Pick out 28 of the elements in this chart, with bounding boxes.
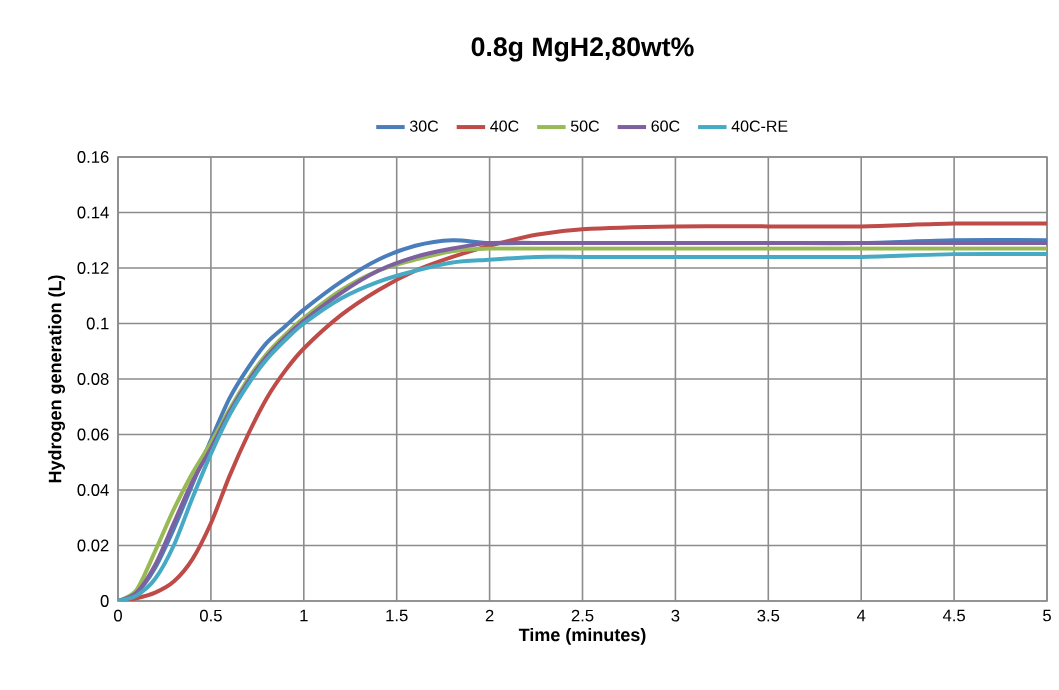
x-tick-label: 3.5 [757,609,780,622]
x-tick-label: 2.5 [571,609,594,622]
y-tick-label: 0.02 [77,539,109,552]
x-tick-label: 3 [671,609,680,622]
x-tick-label: 0.5 [199,609,222,622]
x-tick-label: 4 [856,609,866,622]
y-tick-label: 0.14 [77,206,109,219]
x-tick-label: 2 [485,609,494,622]
y-axis-title: Hydrogen generation (L) [48,275,66,483]
x-tick-label: 0 [114,609,122,622]
chart-title: 0.8g MgH2,80wt% [471,37,694,62]
legend-label: 40C [490,120,519,132]
y-tick-label: 0.1 [86,317,109,330]
y-tick-label: 0.06 [77,428,109,441]
x-axis-title: Time (minutes) [518,627,646,645]
y-tick-label: 0.12 [77,262,109,274]
legend-label: 30C [409,120,439,132]
y-tick-label: 0.04 [77,484,109,496]
y-tick-label: 0.08 [77,373,109,385]
legend-label: 50C [570,120,599,132]
x-tick-label: 5 [1043,609,1051,622]
y-tick-label: 0 [100,595,109,607]
x-tick-label: 1.5 [386,609,408,622]
x-tick-label: 4.5 [942,609,965,622]
y-tick-label: 0.16 [77,151,109,163]
legend-label: 40C-RE [731,120,788,132]
legend-label: 60C [651,120,680,132]
x-tick-label: 1 [300,609,308,622]
